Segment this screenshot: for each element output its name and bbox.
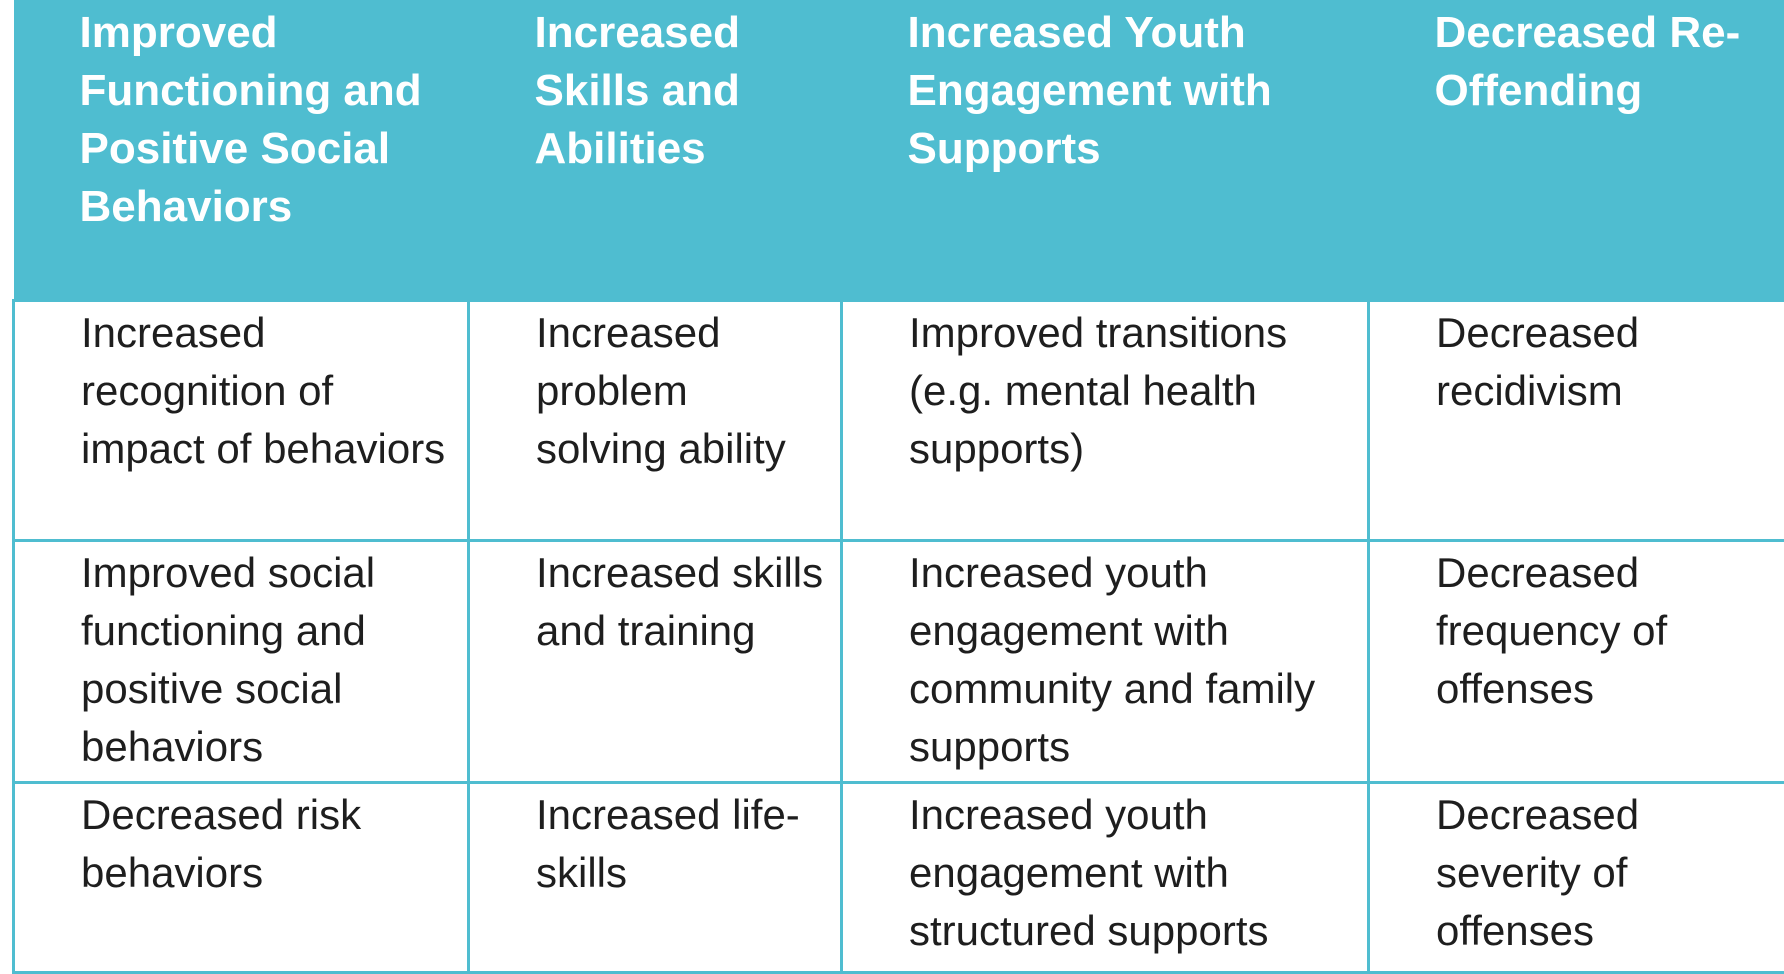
outcomes-table-container: Improved Functioning and Positive Social… — [12, 0, 1784, 974]
header-youth-engagement: Increased Youth Engagement with Supports — [841, 0, 1369, 300]
table-cell: Increased skills and training — [467, 538, 843, 784]
table-body: Increased recognition of impact of behav… — [12, 298, 1784, 974]
header-row: Improved Functioning and Positive Social… — [13, 0, 1784, 300]
table-cell: Decreased risk behaviors — [12, 780, 470, 974]
table-cell: Increased youth engagement with communit… — [840, 538, 1370, 784]
outcomes-table: Improved Functioning and Positive Social… — [12, 0, 1784, 974]
table-cell: Decreased severity of offenses — [1367, 780, 1784, 974]
table-cell: Increased problem solving ability — [467, 298, 843, 542]
table-cell: Decreased frequency of offenses — [1367, 538, 1784, 784]
table-row: Increased recognition of impact of behav… — [12, 298, 1784, 542]
table-cell: Improved social functioning and positive… — [12, 538, 470, 784]
header-improved-functioning: Improved Functioning and Positive Social… — [13, 0, 469, 300]
header-increased-skills: Increased Skills and Abilities — [468, 0, 842, 300]
table-header: Improved Functioning and Positive Social… — [13, 0, 1784, 300]
table-cell: Decreased recidivism — [1367, 298, 1784, 542]
table-cell: Improved transitions (e.g. mental health… — [840, 298, 1370, 542]
table-row: Decreased risk behaviors Increased life-… — [12, 780, 1784, 974]
table-cell: Increased life-skills — [467, 780, 843, 974]
table-row: Improved social functioning and positive… — [12, 538, 1784, 784]
table-cell: Increased youth engagement with structur… — [840, 780, 1370, 974]
table-cell: Increased recognition of impact of behav… — [12, 298, 470, 542]
header-decreased-reoffending: Decreased Re-Offending — [1368, 0, 1784, 300]
